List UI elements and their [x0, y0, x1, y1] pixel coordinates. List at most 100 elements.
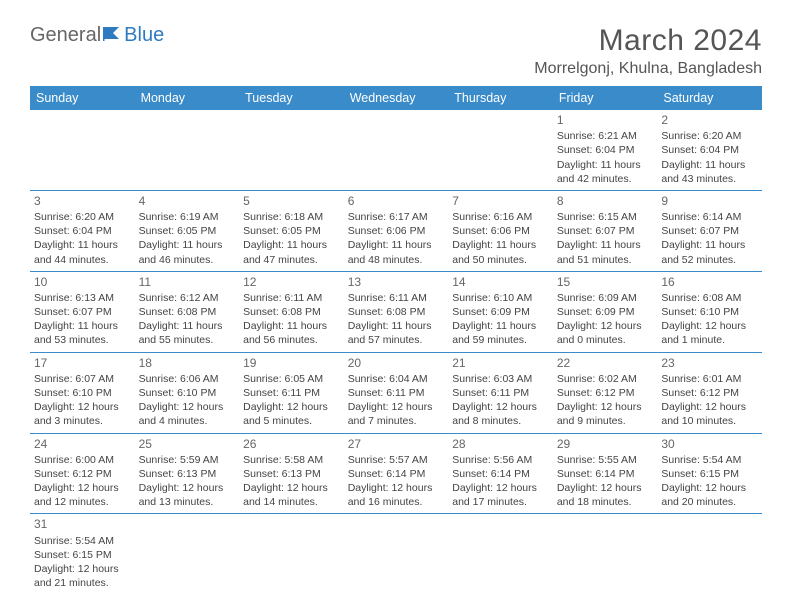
sunset-line: Sunset: 6:13 PM: [243, 467, 340, 481]
calendar-cell: 23Sunrise: 6:01 AMSunset: 6:12 PMDayligh…: [657, 352, 762, 433]
daylight-line-2: and 20 minutes.: [661, 495, 758, 509]
daylight-line-1: Daylight: 12 hours: [452, 400, 549, 414]
daylight-line-1: Daylight: 11 hours: [452, 238, 549, 252]
sunrise-line: Sunrise: 6:12 AM: [139, 291, 236, 305]
sunrise-line: Sunrise: 6:06 AM: [139, 372, 236, 386]
day-number: 17: [34, 355, 131, 371]
calendar-cell: 7Sunrise: 6:16 AMSunset: 6:06 PMDaylight…: [448, 190, 553, 271]
sunset-line: Sunset: 6:13 PM: [139, 467, 236, 481]
day-number: 28: [452, 436, 549, 452]
calendar-cell: 27Sunrise: 5:57 AMSunset: 6:14 PMDayligh…: [344, 433, 449, 514]
sunset-line: Sunset: 6:12 PM: [34, 467, 131, 481]
sunset-line: Sunset: 6:15 PM: [34, 548, 131, 562]
sunset-line: Sunset: 6:06 PM: [348, 224, 445, 238]
daylight-line-1: Daylight: 12 hours: [661, 481, 758, 495]
calendar-cell: 14Sunrise: 6:10 AMSunset: 6:09 PMDayligh…: [448, 271, 553, 352]
daylight-line-1: Daylight: 12 hours: [139, 400, 236, 414]
daylight-line-2: and 56 minutes.: [243, 333, 340, 347]
calendar-row: 31Sunrise: 5:54 AMSunset: 6:15 PMDayligh…: [30, 514, 762, 594]
calendar-cell: 19Sunrise: 6:05 AMSunset: 6:11 PMDayligh…: [239, 352, 344, 433]
title-block: March 2024 Morrelgonj, Khulna, Banglades…: [534, 24, 762, 78]
sunrise-line: Sunrise: 5:54 AM: [661, 453, 758, 467]
day-number: 9: [661, 193, 758, 209]
daylight-line-1: Daylight: 12 hours: [348, 400, 445, 414]
daylight-line-2: and 3 minutes.: [34, 414, 131, 428]
day-number: 3: [34, 193, 131, 209]
sunrise-line: Sunrise: 6:05 AM: [243, 372, 340, 386]
daylight-line-2: and 10 minutes.: [661, 414, 758, 428]
sunset-line: Sunset: 6:11 PM: [348, 386, 445, 400]
daylight-line-2: and 47 minutes.: [243, 253, 340, 267]
weekday-header-row: SundayMondayTuesdayWednesdayThursdayFrid…: [30, 86, 762, 110]
daylight-line-2: and 48 minutes.: [348, 253, 445, 267]
daylight-line-1: Daylight: 12 hours: [348, 481, 445, 495]
daylight-line-2: and 18 minutes.: [557, 495, 654, 509]
daylight-line-1: Daylight: 11 hours: [557, 238, 654, 252]
calendar-cell: 10Sunrise: 6:13 AMSunset: 6:07 PMDayligh…: [30, 271, 135, 352]
calendar-cell: 6Sunrise: 6:17 AMSunset: 6:06 PMDaylight…: [344, 190, 449, 271]
flag-icon: [103, 24, 125, 47]
sunrise-line: Sunrise: 6:19 AM: [139, 210, 236, 224]
daylight-line-1: Daylight: 11 hours: [139, 319, 236, 333]
month-title: March 2024: [534, 24, 762, 58]
daylight-line-1: Daylight: 12 hours: [34, 562, 131, 576]
daylight-line-2: and 46 minutes.: [139, 253, 236, 267]
day-number: 13: [348, 274, 445, 290]
calendar-cell: 21Sunrise: 6:03 AMSunset: 6:11 PMDayligh…: [448, 352, 553, 433]
calendar-cell: 8Sunrise: 6:15 AMSunset: 6:07 PMDaylight…: [553, 190, 658, 271]
daylight-line-2: and 42 minutes.: [557, 172, 654, 186]
day-number: 6: [348, 193, 445, 209]
calendar-cell: 24Sunrise: 6:00 AMSunset: 6:12 PMDayligh…: [30, 433, 135, 514]
calendar-cell-empty: [239, 514, 344, 594]
daylight-line-2: and 55 minutes.: [139, 333, 236, 347]
daylight-line-2: and 9 minutes.: [557, 414, 654, 428]
calendar-cell-empty: [135, 110, 240, 190]
calendar-cell: 12Sunrise: 6:11 AMSunset: 6:08 PMDayligh…: [239, 271, 344, 352]
weekday-header: Tuesday: [239, 86, 344, 110]
day-number: 25: [139, 436, 236, 452]
sunrise-line: Sunrise: 6:16 AM: [452, 210, 549, 224]
daylight-line-1: Daylight: 12 hours: [557, 319, 654, 333]
daylight-line-2: and 21 minutes.: [34, 576, 131, 590]
sunrise-line: Sunrise: 5:58 AM: [243, 453, 340, 467]
sunset-line: Sunset: 6:15 PM: [661, 467, 758, 481]
logo: General Blue: [30, 24, 164, 47]
sunrise-line: Sunrise: 6:13 AM: [34, 291, 131, 305]
daylight-line-1: Daylight: 12 hours: [34, 481, 131, 495]
sunrise-line: Sunrise: 6:10 AM: [452, 291, 549, 305]
calendar-cell: 31Sunrise: 5:54 AMSunset: 6:15 PMDayligh…: [30, 514, 135, 594]
calendar-row: 1Sunrise: 6:21 AMSunset: 6:04 PMDaylight…: [30, 110, 762, 190]
daylight-line-1: Daylight: 12 hours: [661, 400, 758, 414]
calendar-cell-empty: [239, 110, 344, 190]
sunset-line: Sunset: 6:14 PM: [557, 467, 654, 481]
daylight-line-2: and 44 minutes.: [34, 253, 131, 267]
sunset-line: Sunset: 6:07 PM: [557, 224, 654, 238]
day-number: 19: [243, 355, 340, 371]
calendar-cell: 25Sunrise: 5:59 AMSunset: 6:13 PMDayligh…: [135, 433, 240, 514]
calendar-cell: 4Sunrise: 6:19 AMSunset: 6:05 PMDaylight…: [135, 190, 240, 271]
sunrise-line: Sunrise: 6:01 AM: [661, 372, 758, 386]
day-number: 23: [661, 355, 758, 371]
logo-text-general: General: [30, 24, 101, 47]
daylight-line-2: and 12 minutes.: [34, 495, 131, 509]
daylight-line-1: Daylight: 12 hours: [243, 481, 340, 495]
calendar-row: 24Sunrise: 6:00 AMSunset: 6:12 PMDayligh…: [30, 433, 762, 514]
weekday-header: Friday: [553, 86, 658, 110]
calendar-cell: 29Sunrise: 5:55 AMSunset: 6:14 PMDayligh…: [553, 433, 658, 514]
sunrise-line: Sunrise: 6:11 AM: [348, 291, 445, 305]
day-number: 27: [348, 436, 445, 452]
daylight-line-2: and 0 minutes.: [557, 333, 654, 347]
sunset-line: Sunset: 6:12 PM: [557, 386, 654, 400]
calendar-cell-empty: [344, 110, 449, 190]
weekday-header: Saturday: [657, 86, 762, 110]
sunset-line: Sunset: 6:08 PM: [139, 305, 236, 319]
calendar-cell: 11Sunrise: 6:12 AMSunset: 6:08 PMDayligh…: [135, 271, 240, 352]
day-number: 30: [661, 436, 758, 452]
calendar-cell: 16Sunrise: 6:08 AMSunset: 6:10 PMDayligh…: [657, 271, 762, 352]
weekday-header: Sunday: [30, 86, 135, 110]
daylight-line-1: Daylight: 11 hours: [661, 158, 758, 172]
calendar-cell: 13Sunrise: 6:11 AMSunset: 6:08 PMDayligh…: [344, 271, 449, 352]
daylight-line-1: Daylight: 12 hours: [557, 400, 654, 414]
day-number: 18: [139, 355, 236, 371]
daylight-line-2: and 13 minutes.: [139, 495, 236, 509]
